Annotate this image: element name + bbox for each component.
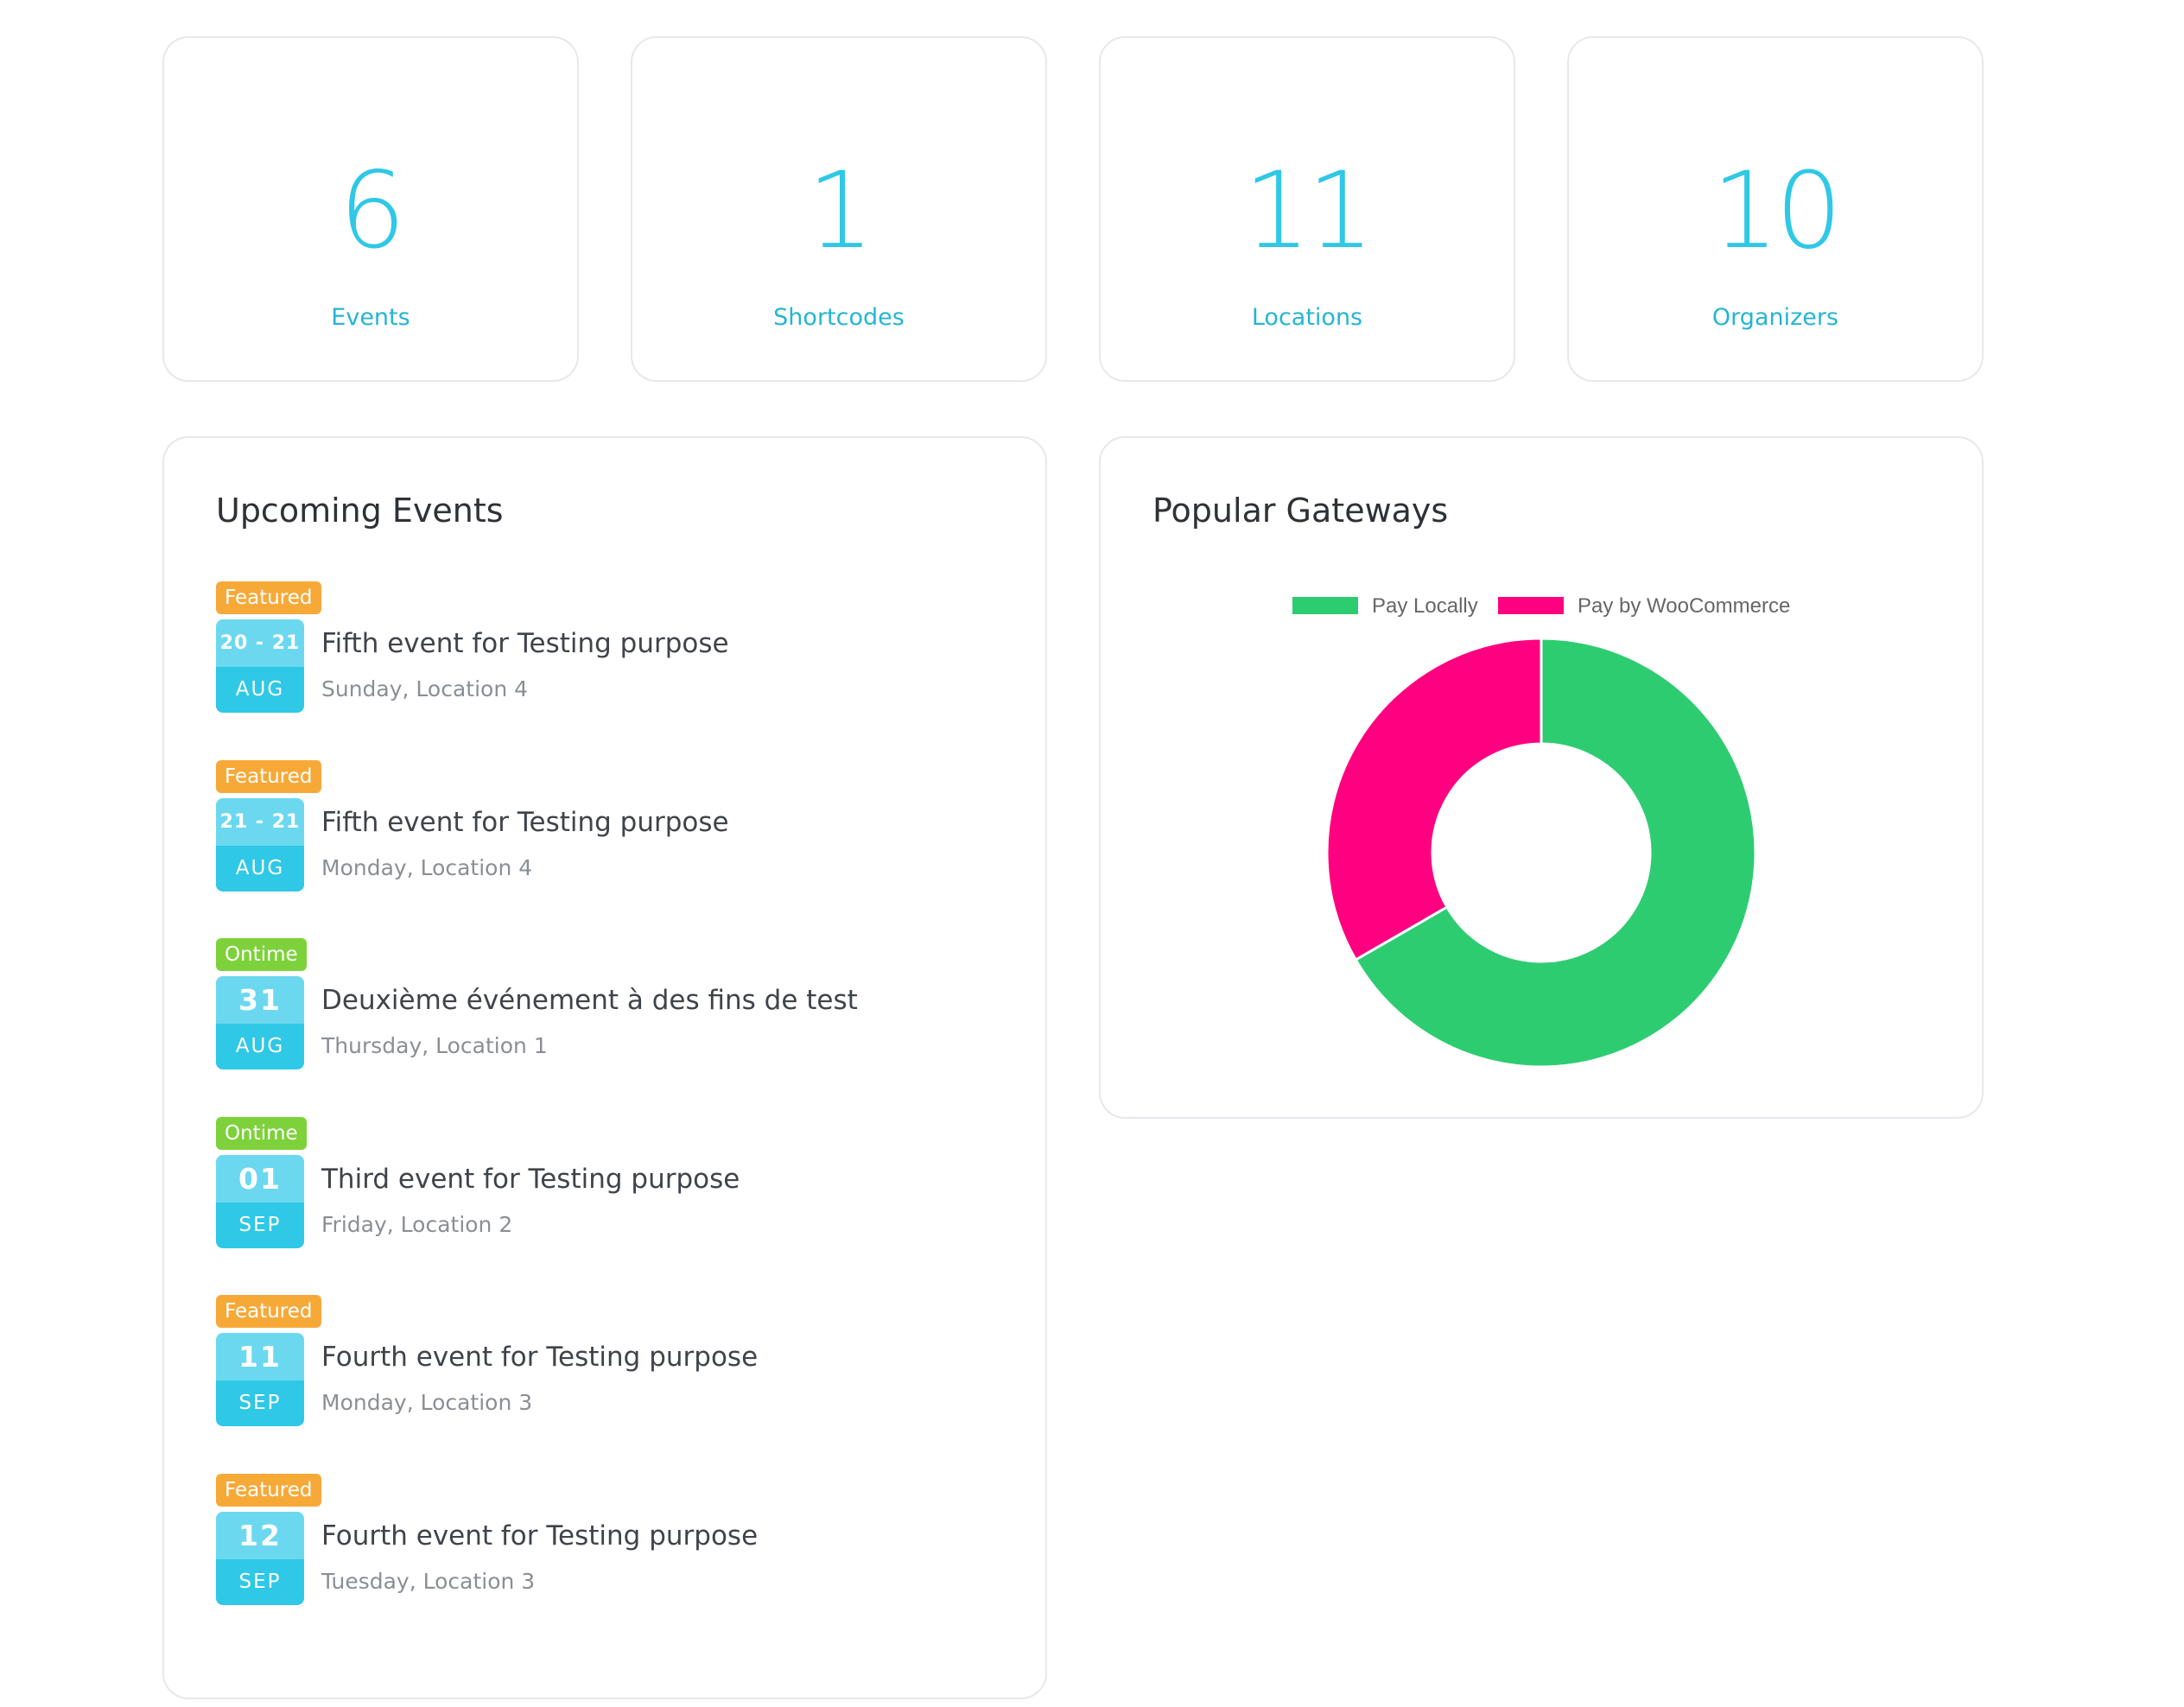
stat-label: Organizers [1711, 304, 1839, 331]
event-item[interactable]: Ontime 31 AUG Deuxième événement à des fins… [216, 938, 994, 1076]
event-day-location: Monday, Location 4 [321, 854, 533, 880]
event-date-box: 20 - 21 AUG [216, 619, 304, 713]
event-date-month: SEP [216, 1202, 304, 1248]
panel-title: Popular Gateways [1152, 492, 1449, 530]
stat-value: 6 [339, 149, 406, 272]
event-title[interactable]: Fourth event for Testing purpose [321, 1520, 759, 1552]
legend-label: Pay Locally [1372, 594, 1478, 618]
event-date-day: 11 [216, 1333, 304, 1380]
event-status-badge: Ontime [216, 938, 307, 971]
event-status-badge: Featured [216, 1473, 321, 1507]
event-item[interactable]: Featured 21 - 21 AUG Fifth event for Testin… [216, 759, 994, 898]
event-date-day: 12 [216, 1511, 304, 1559]
stat-value: 11 [1243, 149, 1374, 272]
event-status-badge: Ontime [216, 1116, 307, 1150]
panel-title: Upcoming Events [216, 492, 504, 530]
stat-card-events: 6 Events [162, 36, 579, 382]
event-date-month: SEP [216, 1558, 304, 1605]
event-date-day: 21 - 21 [216, 797, 304, 846]
event-date-month: AUG [216, 845, 304, 892]
stat-value: 10 [1711, 149, 1842, 272]
event-date-day: 31 [216, 976, 304, 1024]
chart-legend: Pay Locally Pay by WooCommerce [1101, 593, 1982, 619]
event-status-badge: Featured [216, 1295, 321, 1328]
stat-label: Events [331, 304, 410, 331]
event-day-location: Friday, Location 2 [321, 1211, 513, 1237]
donut-slice-pay-locally[interactable] [1354, 637, 1757, 1069]
stat-card-organizers: 10 Organizers [1567, 36, 1984, 382]
event-status-badge: Featured [216, 759, 321, 793]
event-date-box: 31 AUG [216, 976, 304, 1069]
event-date-day: 01 [216, 1154, 304, 1203]
event-day-location: Sunday, Location 4 [321, 676, 529, 701]
event-day-location: Tuesday, Location 3 [321, 1568, 536, 1594]
event-date-month: AUG [216, 667, 304, 713]
event-item[interactable]: Featured 20 - 21 AUG Fifth event for Testin… [216, 581, 994, 720]
event-title[interactable]: Fifth event for Testing purpose [321, 628, 729, 659]
upcoming-events-panel: Upcoming Events Featured 20 - 21 AUG Fifth … [162, 436, 1047, 1699]
event-date-month: SEP [216, 1380, 304, 1426]
stat-label: Shortcodes [773, 304, 905, 331]
donut-slice-pay-by-woocommerce[interactable] [1325, 637, 1543, 962]
event-title[interactable]: Third event for Testing purpose [321, 1163, 740, 1195]
event-item[interactable]: Ontime 01 SEP Third event for Testing purpo… [216, 1116, 994, 1255]
popular-gateways-panel: Popular Gateways Pay Locally Pay by WooC… [1099, 436, 1984, 1119]
stat-card-locations: 11 Locations [1099, 36, 1515, 382]
event-date-box: 21 - 21 AUG [216, 797, 304, 892]
event-day-location: Thursday, Location 1 [321, 1033, 548, 1058]
event-status-badge: Featured [216, 581, 321, 614]
stat-value: 1 [807, 149, 874, 272]
donut-chart [1325, 637, 1757, 1069]
stat-label: Locations [1251, 304, 1363, 331]
event-date-day: 20 - 21 [216, 619, 304, 667]
event-date-month: AUG [216, 1024, 304, 1069]
event-item[interactable]: Featured 11 SEP Fourth event for Testing pu… [216, 1295, 994, 1433]
legend-swatch [1498, 596, 1564, 614]
event-date-box: 11 SEP [216, 1333, 304, 1426]
event-date-box: 01 SEP [216, 1154, 304, 1248]
legend-item-pay-by-woocommerce[interactable]: Pay by WooCommerce [1498, 593, 1790, 619]
event-item[interactable]: Featured 12 SEP Fourth event for Testing pu… [216, 1473, 994, 1612]
event-title[interactable]: Fifth event for Testing purpose [321, 806, 729, 838]
event-title[interactable]: Deuxième événement à des fins de test [321, 985, 858, 1016]
event-date-box: 12 SEP [216, 1511, 304, 1605]
event-title[interactable]: Fourth event for Testing purpose [321, 1342, 759, 1373]
stat-card-shortcodes: 1 Shortcodes [631, 36, 1047, 382]
event-day-location: Monday, Location 3 [321, 1390, 533, 1415]
legend-label: Pay by WooCommerce [1578, 594, 1791, 618]
legend-item-pay-locally[interactable]: Pay Locally [1292, 593, 1478, 619]
legend-swatch [1292, 596, 1358, 614]
